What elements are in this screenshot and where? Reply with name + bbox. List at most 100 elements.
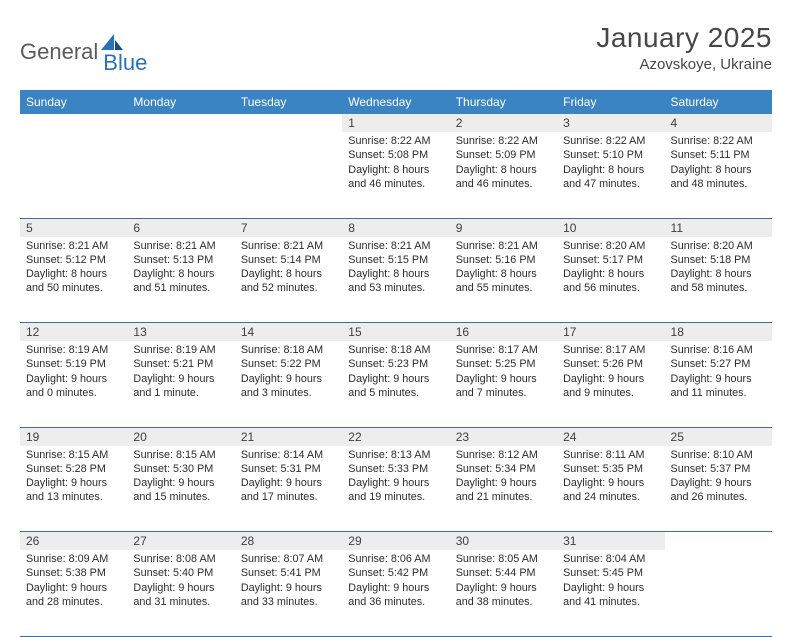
- day-detail-line: Sunrise: 8:15 AM: [133, 448, 230, 462]
- day-number-cell: 11: [665, 218, 772, 237]
- day-detail-line: Sunrise: 8:17 AM: [456, 343, 553, 357]
- day-detail-line: Sunset: 5:09 PM: [456, 148, 553, 162]
- day-number-cell: 27: [127, 532, 234, 551]
- day-number: 10: [557, 219, 664, 237]
- day-detail-line: Daylight: 9 hours: [563, 372, 660, 386]
- day-header: Sunday: [20, 90, 127, 114]
- day-body-cell: Sunrise: 8:14 AMSunset: 5:31 PMDaylight:…: [235, 446, 342, 532]
- day-detail-line: Daylight: 9 hours: [563, 581, 660, 595]
- day-header: Wednesday: [342, 90, 449, 114]
- day-number-cell: 10: [557, 218, 664, 237]
- day-number: 17: [557, 323, 664, 341]
- day-detail-line: Sunset: 5:34 PM: [456, 462, 553, 476]
- day-number: 7: [235, 219, 342, 237]
- day-detail-line: and 46 minutes.: [456, 177, 553, 191]
- day-detail-line: Sunset: 5:28 PM: [26, 462, 123, 476]
- day-detail-line: Sunrise: 8:09 AM: [26, 552, 123, 566]
- day-body-cell: Sunrise: 8:19 AMSunset: 5:21 PMDaylight:…: [127, 341, 234, 427]
- day-detail-line: and 24 minutes.: [563, 490, 660, 504]
- day-body-cell: Sunrise: 8:05 AMSunset: 5:44 PMDaylight:…: [450, 550, 557, 636]
- day-details: Sunrise: 8:18 AMSunset: 5:23 PMDaylight:…: [342, 341, 449, 404]
- day-number-cell: 22: [342, 427, 449, 446]
- day-number-cell: 26: [20, 532, 127, 551]
- day-details: Sunrise: 8:12 AMSunset: 5:34 PMDaylight:…: [450, 446, 557, 509]
- day-number: 25: [665, 428, 772, 446]
- day-detail-line: Sunset: 5:44 PM: [456, 566, 553, 580]
- day-detail-line: Sunrise: 8:15 AM: [26, 448, 123, 462]
- day-detail-line: Sunrise: 8:08 AM: [133, 552, 230, 566]
- day-number: 16: [450, 323, 557, 341]
- day-body-cell: Sunrise: 8:22 AMSunset: 5:11 PMDaylight:…: [665, 132, 772, 218]
- day-detail-line: Daylight: 9 hours: [26, 372, 123, 386]
- day-number: 23: [450, 428, 557, 446]
- day-detail-line: Daylight: 9 hours: [133, 372, 230, 386]
- day-detail-line: and 3 minutes.: [241, 386, 338, 400]
- day-detail-line: Daylight: 9 hours: [563, 476, 660, 490]
- page-title: January 2025: [596, 22, 772, 54]
- day-body-cell: [20, 132, 127, 218]
- day-detail-line: Daylight: 9 hours: [671, 372, 768, 386]
- day-detail-line: Sunrise: 8:06 AM: [348, 552, 445, 566]
- day-number-cell: 7: [235, 218, 342, 237]
- day-detail-line: Daylight: 9 hours: [348, 476, 445, 490]
- title-block: January 2025 Azovskoye, Ukraine: [596, 22, 772, 73]
- day-number-cell: 3: [557, 114, 664, 132]
- day-detail-line: Sunset: 5:21 PM: [133, 357, 230, 371]
- day-details: Sunrise: 8:10 AMSunset: 5:37 PMDaylight:…: [665, 446, 772, 509]
- day-detail-line: Sunset: 5:17 PM: [563, 253, 660, 267]
- day-detail-line: Daylight: 8 hours: [563, 267, 660, 281]
- day-detail-line: Sunset: 5:38 PM: [26, 566, 123, 580]
- day-detail-line: Daylight: 8 hours: [241, 267, 338, 281]
- day-detail-line: Sunrise: 8:13 AM: [348, 448, 445, 462]
- day-detail-line: Sunrise: 8:07 AM: [241, 552, 338, 566]
- day-details: Sunrise: 8:22 AMSunset: 5:10 PMDaylight:…: [557, 132, 664, 195]
- day-details: Sunrise: 8:17 AMSunset: 5:26 PMDaylight:…: [557, 341, 664, 404]
- day-number: 4: [665, 114, 772, 132]
- day-detail-line: Sunset: 5:26 PM: [563, 357, 660, 371]
- day-number: 20: [127, 428, 234, 446]
- day-detail-line: and 19 minutes.: [348, 490, 445, 504]
- day-detail-line: Sunset: 5:27 PM: [671, 357, 768, 371]
- day-detail-line: Sunset: 5:25 PM: [456, 357, 553, 371]
- day-number-cell: 18: [665, 323, 772, 342]
- day-details: [20, 132, 127, 138]
- day-detail-line: Sunrise: 8:11 AM: [563, 448, 660, 462]
- day-detail-line: and 48 minutes.: [671, 177, 768, 191]
- day-number: [665, 532, 772, 550]
- day-detail-line: Sunset: 5:08 PM: [348, 148, 445, 162]
- brand-general: General: [20, 39, 98, 65]
- day-detail-line: Sunset: 5:12 PM: [26, 253, 123, 267]
- week-body-row: Sunrise: 8:15 AMSunset: 5:28 PMDaylight:…: [20, 446, 772, 532]
- day-number: [20, 114, 127, 132]
- day-number: 30: [450, 532, 557, 550]
- day-details: Sunrise: 8:15 AMSunset: 5:28 PMDaylight:…: [20, 446, 127, 509]
- day-number-cell: 21: [235, 427, 342, 446]
- day-detail-line: Sunrise: 8:04 AM: [563, 552, 660, 566]
- day-detail-line: Sunrise: 8:16 AM: [671, 343, 768, 357]
- day-number-cell: 5: [20, 218, 127, 237]
- day-detail-line: Sunset: 5:35 PM: [563, 462, 660, 476]
- day-detail-line: Daylight: 8 hours: [563, 163, 660, 177]
- day-detail-line: Sunrise: 8:21 AM: [456, 239, 553, 253]
- day-number: 3: [557, 114, 664, 132]
- day-number: 26: [20, 532, 127, 550]
- day-header: Saturday: [665, 90, 772, 114]
- day-detail-line: Daylight: 9 hours: [241, 372, 338, 386]
- day-header-row: Sunday Monday Tuesday Wednesday Thursday…: [20, 90, 772, 114]
- day-detail-line: Sunrise: 8:21 AM: [348, 239, 445, 253]
- day-detail-line: Daylight: 9 hours: [241, 476, 338, 490]
- day-detail-line: Daylight: 8 hours: [26, 267, 123, 281]
- day-number-cell: 24: [557, 427, 664, 446]
- day-body-cell: Sunrise: 8:10 AMSunset: 5:37 PMDaylight:…: [665, 446, 772, 532]
- day-details: Sunrise: 8:13 AMSunset: 5:33 PMDaylight:…: [342, 446, 449, 509]
- day-number-cell: 6: [127, 218, 234, 237]
- day-detail-line: and 28 minutes.: [26, 595, 123, 609]
- day-header: Tuesday: [235, 90, 342, 114]
- week-body-row: Sunrise: 8:21 AMSunset: 5:12 PMDaylight:…: [20, 237, 772, 323]
- day-number: 1: [342, 114, 449, 132]
- day-body-cell: Sunrise: 8:16 AMSunset: 5:27 PMDaylight:…: [665, 341, 772, 427]
- day-detail-line: and 1 minute.: [133, 386, 230, 400]
- day-number: 29: [342, 532, 449, 550]
- day-detail-line: Sunset: 5:16 PM: [456, 253, 553, 267]
- day-number-cell: [127, 114, 234, 132]
